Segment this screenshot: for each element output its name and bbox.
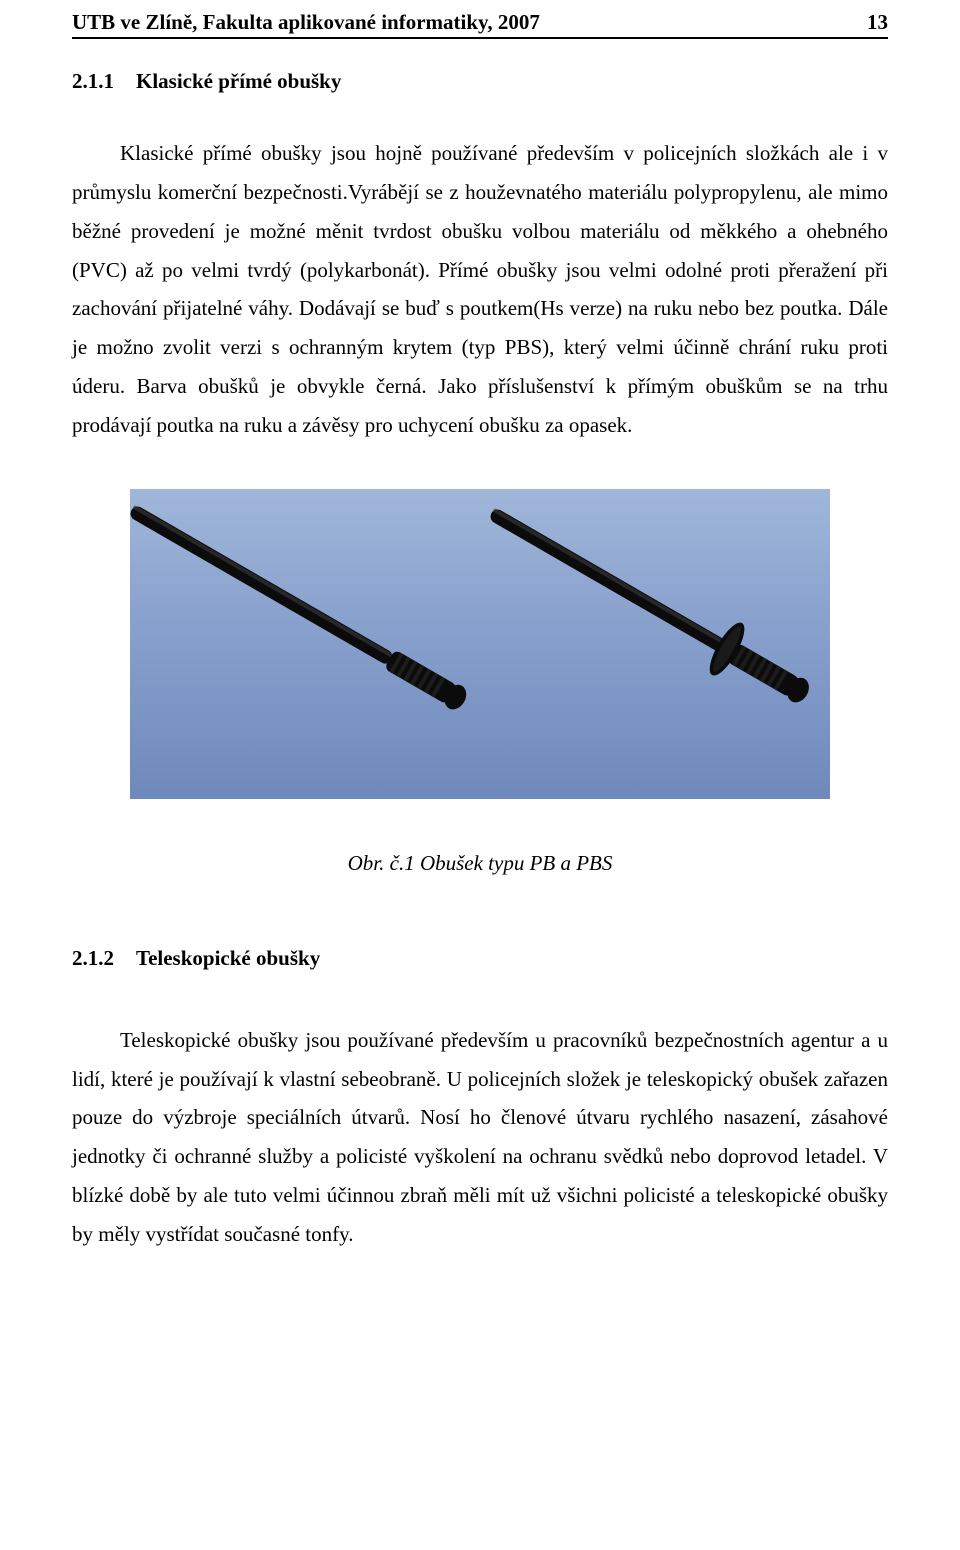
page-container: UTB ve Zlíně, Fakulta aplikované informa… [0, 0, 960, 1550]
page-header: UTB ve Zlíně, Fakulta aplikované informa… [72, 10, 888, 39]
figure-caption: Obr. č.1 Obušek typu PB a PBS [72, 851, 888, 876]
section-heading-1: 2.1.1 Klasické přímé obušky [72, 69, 888, 94]
section-heading-2: 2.1.2 Teleskopické obušky [72, 946, 888, 971]
figure-1 [130, 489, 830, 799]
header-left: UTB ve Zlíně, Fakulta aplikované informa… [72, 10, 540, 35]
section-title: Teleskopické obušky [136, 946, 320, 970]
section-title: Klasické přímé obušky [136, 69, 341, 93]
figure-image [130, 489, 830, 799]
paragraph-2: Teleskopické obušky jsou používané přede… [72, 1021, 888, 1254]
section-number: 2.1.2 [72, 946, 114, 971]
paragraph-1: Klasické přímé obušky jsou hojně používa… [72, 134, 888, 445]
page-number: 13 [867, 10, 888, 35]
section-number: 2.1.1 [72, 69, 114, 94]
